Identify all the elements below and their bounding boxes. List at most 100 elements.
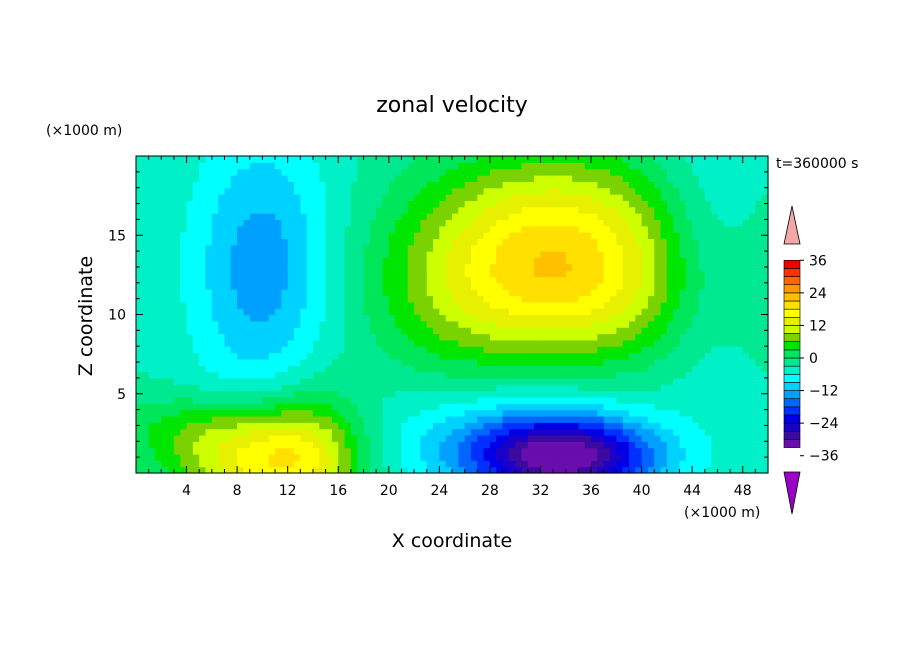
- heatmap-cell: [136, 428, 143, 436]
- heatmap-cell: [502, 422, 510, 430]
- heatmap-cell: [584, 238, 592, 246]
- heatmap-cell: [136, 282, 143, 290]
- heatmap-cell: [660, 251, 668, 259]
- heatmap-cell: [723, 156, 731, 163]
- heatmap-cell: [180, 244, 188, 252]
- heatmap-cell: [489, 327, 497, 335]
- heatmap-cell: [679, 327, 687, 335]
- heatmap-cell: [521, 244, 529, 252]
- heatmap-cell: [262, 415, 270, 423]
- heatmap-cell: [186, 396, 194, 404]
- heatmap-cell: [186, 276, 194, 284]
- heatmap-cell: [515, 466, 523, 474]
- heatmap-cell: [142, 466, 150, 474]
- heatmap-cell: [489, 200, 497, 208]
- heatmap-cell: [470, 181, 478, 189]
- heatmap-cell: [578, 168, 586, 176]
- heatmap-cell: [597, 460, 605, 468]
- heatmap-cell: [395, 251, 403, 259]
- heatmap-cell: [319, 346, 327, 354]
- heatmap-cell: [521, 358, 529, 366]
- heatmap-cell: [205, 194, 213, 201]
- heatmap-cell: [439, 403, 447, 411]
- heatmap-cell: [711, 447, 719, 455]
- heatmap-cell: [641, 301, 649, 309]
- heatmap-cell: [559, 244, 567, 252]
- heatmap-cell: [610, 301, 617, 309]
- heatmap-cell: [546, 403, 554, 411]
- heatmap-cell: [306, 358, 314, 366]
- heatmap-cell: [186, 384, 194, 392]
- heatmap-cell: [534, 289, 542, 297]
- heatmap-cell: [685, 409, 693, 417]
- heatmap-cell: [572, 162, 579, 170]
- heatmap-cell: [508, 181, 516, 189]
- heatmap-cell: [578, 213, 586, 220]
- heatmap-cell: [218, 390, 226, 398]
- heatmap-cell: [350, 187, 358, 195]
- heatmap-cell: [502, 175, 510, 182]
- heatmap-cell: [224, 466, 232, 474]
- heatmap-cell: [136, 415, 143, 423]
- heatmap-cell: [546, 213, 554, 220]
- heatmap-cell: [319, 453, 327, 461]
- heatmap-cell: [540, 308, 548, 316]
- heatmap-cell: [199, 225, 207, 233]
- heatmap-cell: [610, 282, 617, 290]
- heatmap-cell: [331, 156, 339, 163]
- heatmap-cell: [224, 409, 232, 417]
- heatmap-cell: [294, 422, 301, 430]
- heatmap-cell: [426, 434, 434, 442]
- heatmap-cell: [660, 244, 668, 252]
- heatmap-cell: [243, 441, 251, 449]
- heatmap-cell: [603, 308, 611, 316]
- heatmap-cell: [420, 447, 428, 455]
- heatmap-cell: [477, 428, 485, 436]
- heatmap-cell: [300, 327, 308, 335]
- heatmap-cell: [616, 213, 624, 220]
- heatmap-cell: [685, 447, 693, 455]
- heatmap-cell: [717, 225, 725, 233]
- heatmap-cell: [205, 365, 213, 373]
- heatmap-cell: [603, 295, 611, 303]
- heatmap-cell: [287, 377, 295, 385]
- heatmap-cell: [578, 206, 586, 214]
- heatmap-cell: [401, 428, 409, 436]
- heatmap-cell: [477, 156, 485, 163]
- heatmap-cell: [357, 460, 365, 468]
- heatmap-cell: [704, 244, 712, 252]
- heatmap-cell: [275, 333, 282, 341]
- heatmap-cell: [281, 428, 289, 436]
- heatmap-cell: [470, 390, 478, 398]
- heatmap-cell: [565, 251, 573, 259]
- heatmap-cell: [597, 206, 605, 214]
- heatmap-cell: [584, 346, 592, 354]
- heatmap-cell: [755, 289, 763, 297]
- heatmap-cell: [647, 377, 655, 385]
- heatmap-cell: [603, 333, 611, 341]
- heatmap-cell: [540, 244, 548, 252]
- heatmap-cell: [730, 251, 737, 259]
- heatmap-cell: [540, 168, 548, 176]
- heatmap-cell: [230, 314, 238, 322]
- heatmap-cell: [736, 352, 744, 360]
- heatmap-cell: [205, 453, 213, 461]
- heatmap-cell: [357, 213, 365, 220]
- heatmap-cell: [205, 232, 213, 240]
- heatmap-cell: [730, 213, 737, 220]
- heatmap-cell: [534, 333, 542, 341]
- heatmap-cell: [154, 415, 162, 423]
- heatmap-cell: [698, 409, 706, 417]
- heatmap-cell: [635, 327, 643, 335]
- heatmap-cell: [268, 257, 276, 265]
- heatmap-cell: [192, 263, 200, 271]
- heatmap-cell: [666, 295, 674, 303]
- heatmap-cell: [565, 384, 573, 392]
- heatmap-cell: [635, 282, 643, 290]
- heatmap-cell: [357, 333, 365, 341]
- heatmap-cell: [167, 403, 175, 411]
- heatmap-cell: [275, 244, 282, 252]
- heatmap-cell: [256, 232, 263, 240]
- heatmap-cell: [300, 194, 308, 201]
- heatmap-cell: [521, 453, 529, 461]
